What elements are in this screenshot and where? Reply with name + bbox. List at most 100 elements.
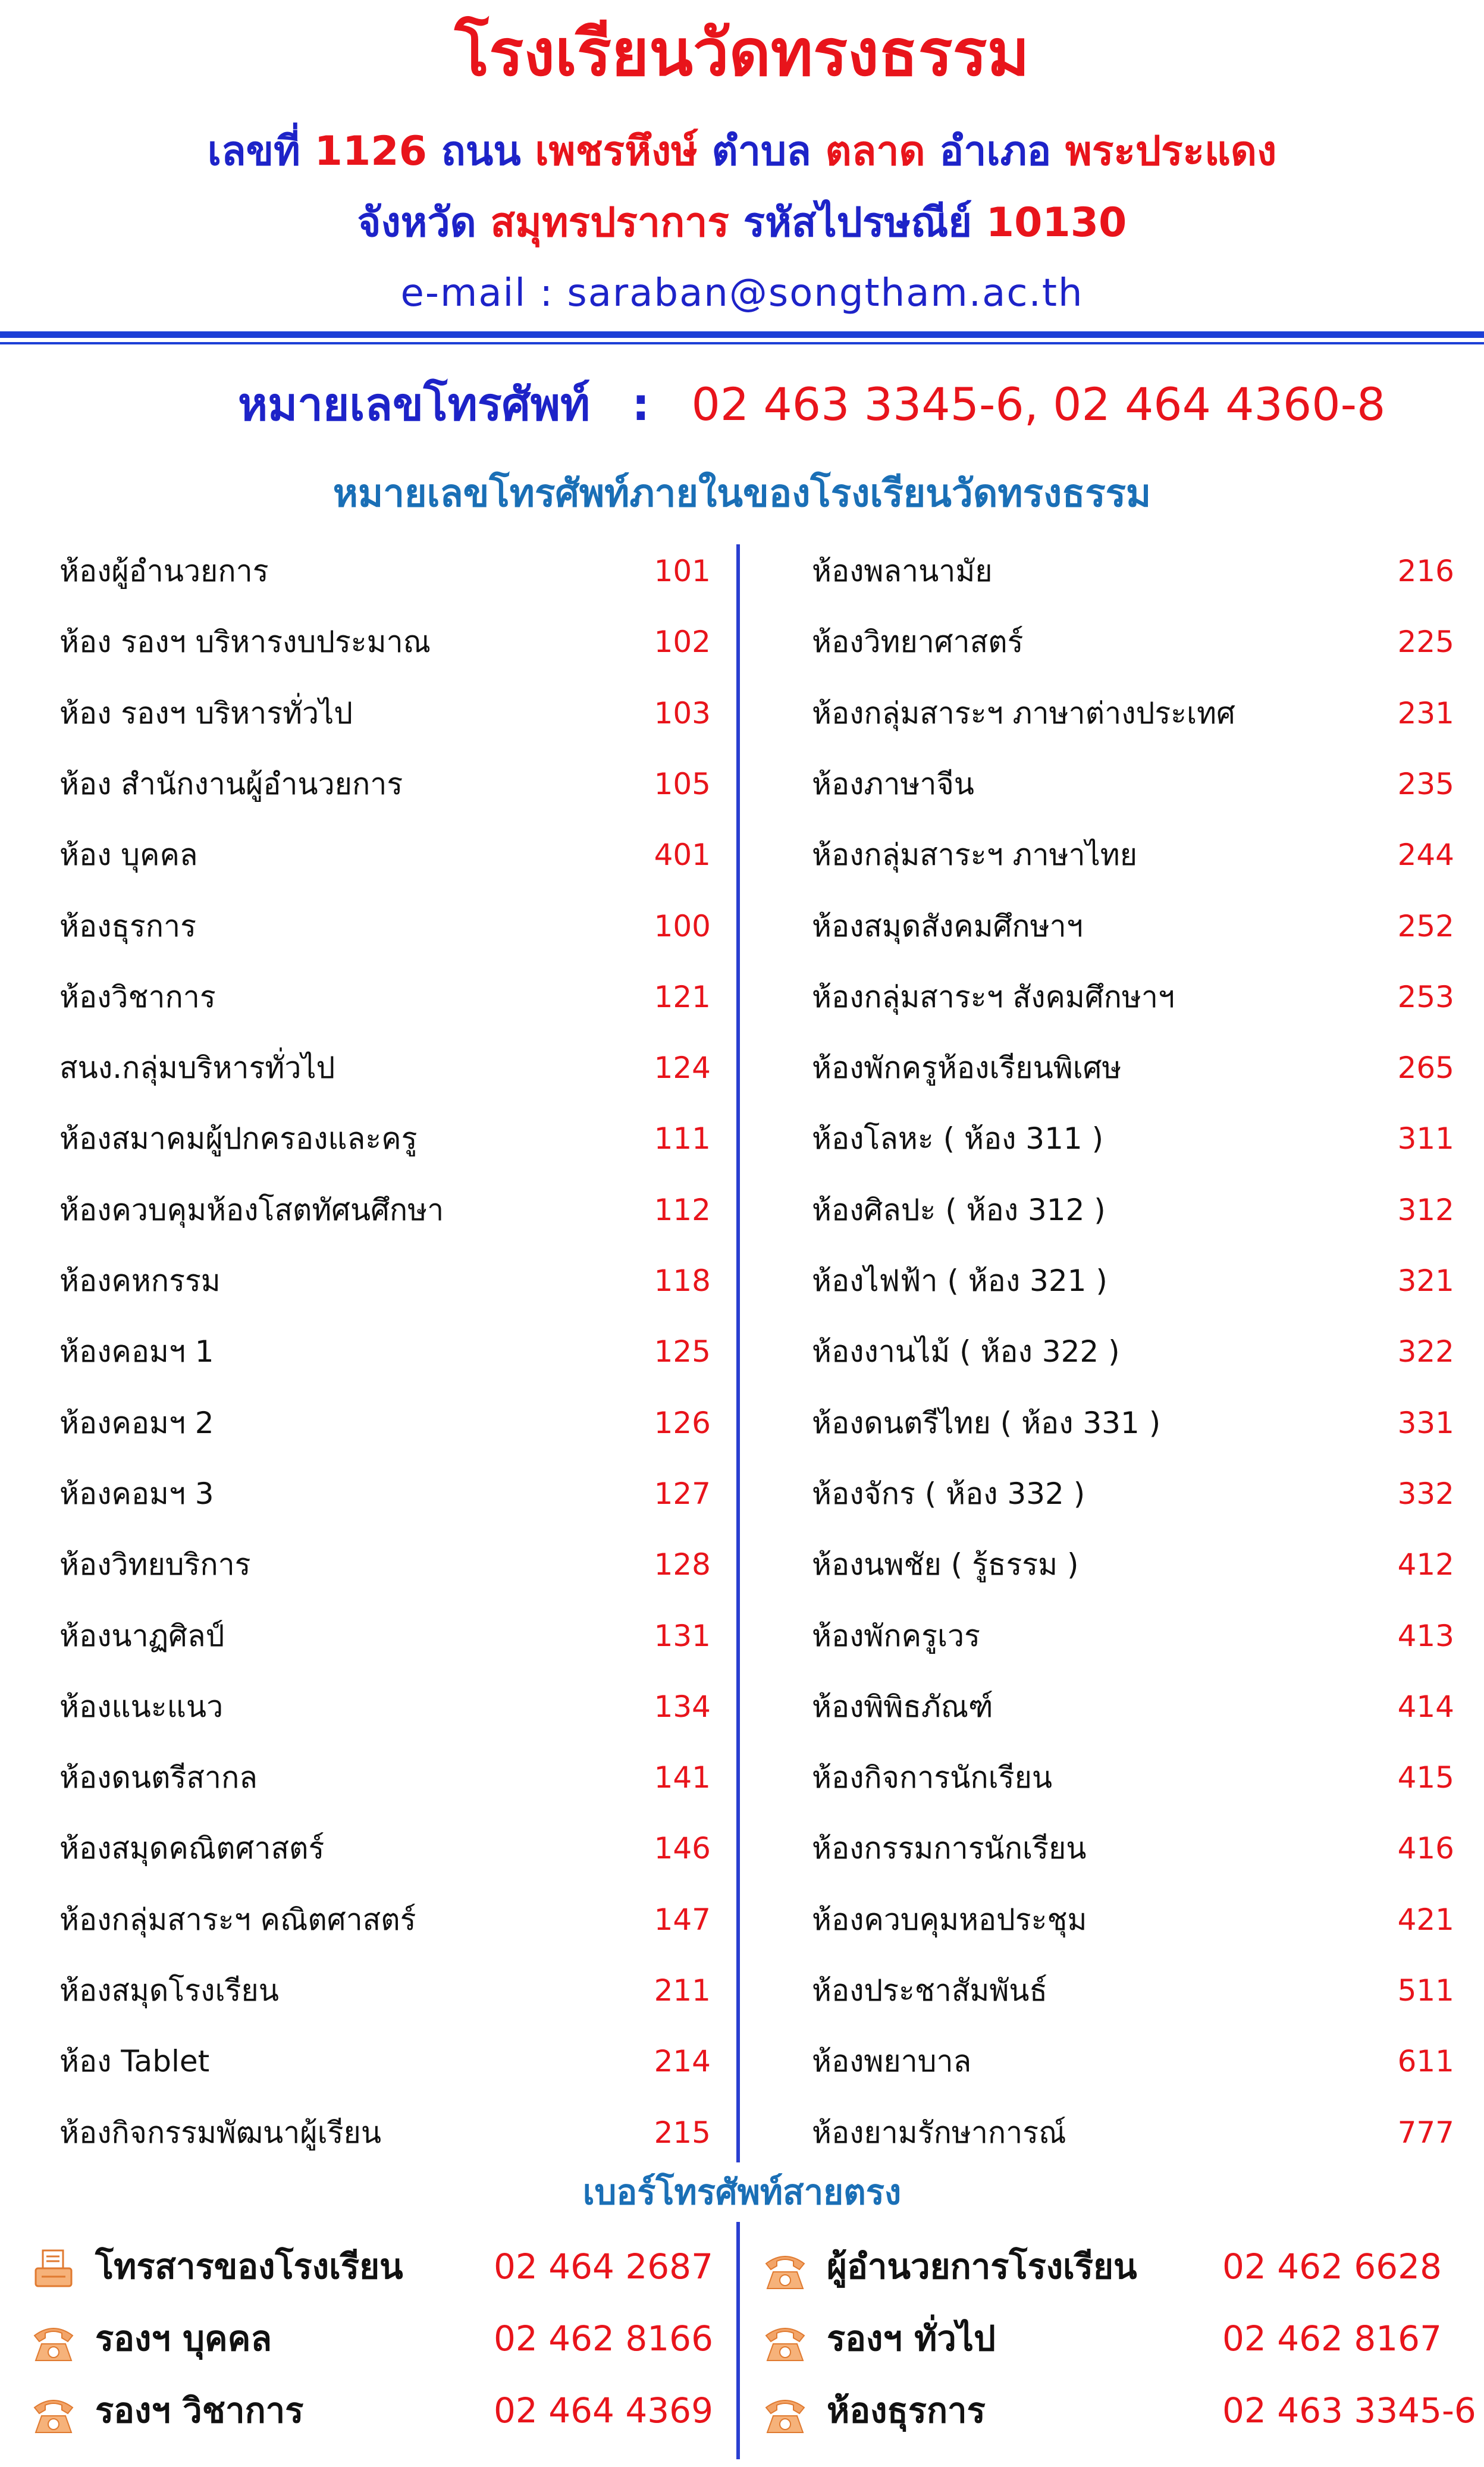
address-segment: 1126 xyxy=(314,128,441,175)
extension-number[interactable]: 147 xyxy=(654,1902,711,1937)
extension-room-name: ห้องวิทยาศาสตร์ xyxy=(812,625,1024,659)
extension-number[interactable]: 235 xyxy=(1397,767,1454,801)
extension-number[interactable]: 146 xyxy=(654,1831,711,1866)
address-segment: ตลาด xyxy=(825,128,940,175)
address-segment: 10130 xyxy=(986,199,1127,246)
extension-number[interactable]: 332 xyxy=(1397,1477,1454,1511)
direct-line-row: ห้องธุรการ 02 463 3345-6 xyxy=(761,2378,1476,2443)
extension-room-name: ห้อง รองฯ บริหารทั่วไป xyxy=(59,696,353,731)
extension-row: ห้องพยาบาล 611 xyxy=(812,2032,1454,2091)
extension-number[interactable]: 127 xyxy=(654,1477,711,1511)
extension-number[interactable]: 415 xyxy=(1397,1760,1454,1795)
address-segment: ถนน xyxy=(441,128,535,175)
extension-row: ห้องพักครูเวร 413 xyxy=(812,1606,1454,1666)
extension-number[interactable]: 611 xyxy=(1397,2044,1454,2079)
extension-row: ห้องกรรมการนักเรียน 416 xyxy=(812,1819,1454,1878)
direct-line-number[interactable]: 02 462 6628 xyxy=(1222,2246,1442,2287)
extension-room-name: ห้องงานไม้ ( ห้อง 322 ) xyxy=(812,1334,1120,1369)
extension-number[interactable]: 253 xyxy=(1397,980,1454,1014)
extension-number[interactable]: 111 xyxy=(654,1121,711,1156)
extension-number[interactable]: 413 xyxy=(1397,1619,1454,1653)
extension-number[interactable]: 216 xyxy=(1397,554,1454,588)
extension-number[interactable]: 118 xyxy=(654,1264,711,1298)
extension-number[interactable]: 105 xyxy=(654,767,711,801)
extension-number[interactable]: 231 xyxy=(1397,696,1454,731)
extension-room-name: ห้องสมุดโรงเรียน xyxy=(59,1973,279,2008)
direct-line-number[interactable]: 02 464 2687 xyxy=(494,2246,713,2287)
extension-number[interactable]: 244 xyxy=(1397,838,1454,872)
extension-number[interactable]: 124 xyxy=(654,1051,711,1085)
extension-number[interactable]: 414 xyxy=(1397,1689,1454,1724)
fax-icon xyxy=(30,2246,77,2293)
telephone-icon xyxy=(30,2390,77,2437)
header-divider-thick xyxy=(0,331,1484,338)
extension-row: ห้องกลุ่มสาระฯ สังคมศึกษาฯ 253 xyxy=(812,967,1454,1027)
extension-number[interactable]: 101 xyxy=(654,554,711,588)
main-phone-number[interactable]: 02 463 3345-6, 02 464 4360-8 xyxy=(691,378,1386,431)
direct-line-number[interactable]: 02 462 8167 xyxy=(1222,2318,1442,2359)
extension-number[interactable]: 322 xyxy=(1397,1334,1454,1369)
extension-number[interactable]: 265 xyxy=(1397,1051,1454,1085)
direct-line-number[interactable]: 02 464 4369 xyxy=(494,2390,713,2431)
extension-row: สนง.กลุ่มบริหารทั่วไป 124 xyxy=(59,1038,711,1098)
extension-number[interactable]: 252 xyxy=(1397,909,1454,943)
extension-number[interactable]: 311 xyxy=(1397,1121,1454,1156)
extension-room-name: ห้องพลานามัย xyxy=(812,554,993,588)
extension-number[interactable]: 321 xyxy=(1397,1264,1454,1298)
direct-line-row: รองฯ วิชาการ 02 464 4369 xyxy=(30,2378,743,2443)
address-segment: สมุทรปราการ xyxy=(490,199,743,246)
address-segment: เพชรหึงษ์ xyxy=(535,128,712,175)
direct-line-number[interactable]: 02 462 8166 xyxy=(494,2318,713,2359)
extension-room-name: ห้องนพชัย ( รู้ธรรม ) xyxy=(812,1547,1079,1582)
extension-room-name: ห้องพักครูเวร xyxy=(812,1619,980,1653)
extension-number[interactable]: 215 xyxy=(654,2115,711,2150)
extension-number[interactable]: 102 xyxy=(654,625,711,659)
direct-lines-divider xyxy=(736,2222,740,2459)
extension-number[interactable]: 421 xyxy=(1397,1902,1454,1937)
extensions-column-divider xyxy=(736,544,740,2162)
school-name: โรงเรียนวัดทรงธรรม xyxy=(454,16,1030,90)
extension-row: ห้องคหกรรม 118 xyxy=(59,1251,711,1311)
extension-number[interactable]: 416 xyxy=(1397,1831,1454,1866)
extension-number[interactable]: 214 xyxy=(654,2044,711,2079)
extension-number[interactable]: 126 xyxy=(654,1406,711,1440)
extension-number[interactable]: 401 xyxy=(654,838,711,872)
school-email[interactable]: e-mail : saraban@songtham.ac.th xyxy=(400,271,1084,315)
extension-number[interactable]: 134 xyxy=(654,1689,711,1724)
extension-row: ห้องแนะแนว 134 xyxy=(59,1677,711,1736)
extension-number[interactable]: 121 xyxy=(654,980,711,1014)
extension-room-name: ห้องควบคุมหอประชุม xyxy=(812,1902,1087,1937)
direct-line-row: โทรสารของโรงเรียน 02 464 2687 xyxy=(30,2234,743,2299)
extension-row: ห้องงานไม้ ( ห้อง 322 ) 322 xyxy=(812,1322,1454,1381)
extension-room-name: ห้องควบคุมห้องโสตทัศนศึกษา xyxy=(59,1193,444,1227)
extension-row: ห้องธุรการ 100 xyxy=(59,896,711,956)
header-divider-thin xyxy=(0,342,1484,344)
extension-number[interactable]: 128 xyxy=(654,1547,711,1582)
extension-room-name: ห้องคอมฯ 3 xyxy=(59,1477,214,1511)
extension-room-name: ห้องสมาคมผู้ปกครองและครู xyxy=(59,1121,418,1156)
extension-number[interactable]: 412 xyxy=(1397,1547,1454,1582)
extension-number[interactable]: 331 xyxy=(1397,1406,1454,1440)
extension-number[interactable]: 100 xyxy=(654,909,711,943)
extension-row: ห้องกลุ่มสาระฯ ภาษาต่างประเทศ 231 xyxy=(812,684,1454,743)
extension-number[interactable]: 511 xyxy=(1397,1973,1454,2008)
extension-number[interactable]: 112 xyxy=(654,1193,711,1227)
direct-line-number[interactable]: 02 463 3345-6 xyxy=(1222,2390,1476,2431)
address-segment: จังหวัด xyxy=(357,199,491,246)
extension-number[interactable]: 211 xyxy=(654,1973,711,2008)
extension-row: ห้องคอมฯ 3 127 xyxy=(59,1464,711,1524)
extension-number[interactable]: 103 xyxy=(654,696,711,731)
extension-number[interactable]: 225 xyxy=(1397,625,1454,659)
extension-number[interactable]: 777 xyxy=(1397,2115,1454,2150)
extension-number[interactable]: 312 xyxy=(1397,1193,1454,1227)
address-segment: รหัสไปรษณีย์ xyxy=(743,199,986,246)
extension-number[interactable]: 141 xyxy=(654,1760,711,1795)
extension-room-name: ห้องคอมฯ 1 xyxy=(59,1334,214,1369)
address-segment: เลขที่ xyxy=(207,128,315,175)
extension-number[interactable]: 131 xyxy=(654,1619,711,1653)
direct-line-row: รองฯ ทั่วไป 02 462 8167 xyxy=(761,2306,1475,2371)
address-line-2: จังหวัด สมุทรปราการ รหัสไปรษณีย์ 10130 xyxy=(0,193,1484,253)
extension-room-name: ห้องประชาสัมพันธ์ xyxy=(812,1973,1047,2008)
extension-number[interactable]: 125 xyxy=(654,1334,711,1369)
telephone-icon xyxy=(761,2318,809,2365)
